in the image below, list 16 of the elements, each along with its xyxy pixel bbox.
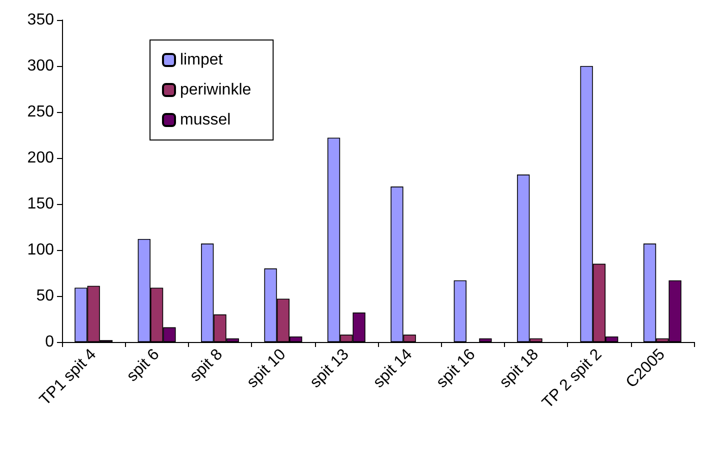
x-tick-label: spit 14 [370,346,416,392]
y-tick-label: 300 [27,58,54,74]
y-tick-label: 50 [36,288,54,304]
legend-label: limpet [180,52,224,68]
y-tick-label: 100 [27,242,54,258]
x-tick-label: spit 6 [124,346,163,386]
x-tick-label: spit 13 [307,346,352,392]
x-tick-label: spit 8 [186,346,226,386]
legend-label: mussel [180,112,231,128]
x-tick-label: spit 16 [433,346,479,392]
y-tick-label: 250 [27,104,54,120]
y-tick-label: 150 [27,196,54,212]
y-tick-label: 200 [27,150,54,166]
legend-label: periwinkle [180,82,252,98]
x-tick-label: spit 10 [244,346,290,392]
y-tick-label: 350 [27,12,54,28]
